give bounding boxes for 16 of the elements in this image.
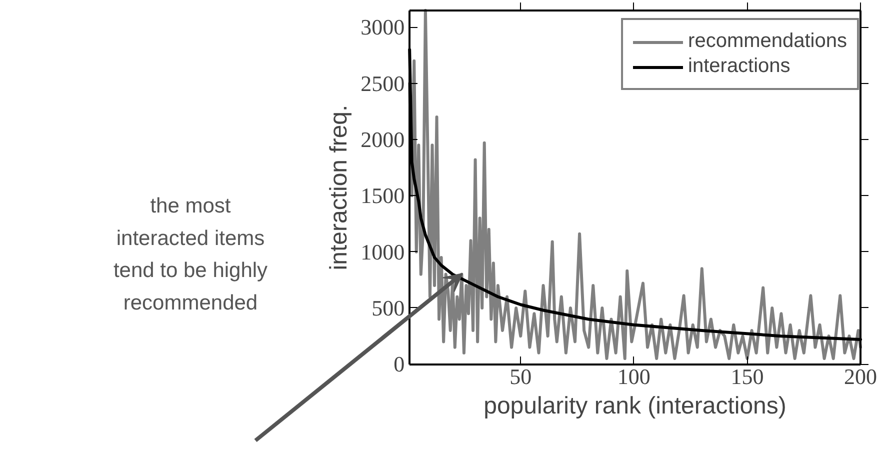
y-tick-label: 500 — [372, 296, 405, 320]
legend-label: recommendations — [688, 30, 847, 53]
y-tick-label: 1000 — [360, 239, 405, 264]
x-axis-title: popularity rank (interactions) — [484, 392, 786, 420]
y-tick-label: 1500 — [360, 183, 405, 208]
y-tick-label: 3000 — [360, 14, 405, 40]
x-tick-label: 100 — [617, 364, 650, 390]
y-tick-label: 2000 — [360, 127, 405, 152]
x-tick-label: 150 — [730, 364, 764, 390]
x-tick-label: 50 — [510, 364, 532, 390]
y-tick-label: 2500 — [360, 70, 405, 96]
legend-label: interactions — [688, 55, 790, 78]
y-tick-label: 0 — [394, 352, 405, 377]
text: the most interacted items tend to be highly recommended — [113, 194, 268, 314]
y-axis-title: interaction freq. — [326, 104, 352, 270]
x-tick-label: 200 — [844, 364, 878, 390]
